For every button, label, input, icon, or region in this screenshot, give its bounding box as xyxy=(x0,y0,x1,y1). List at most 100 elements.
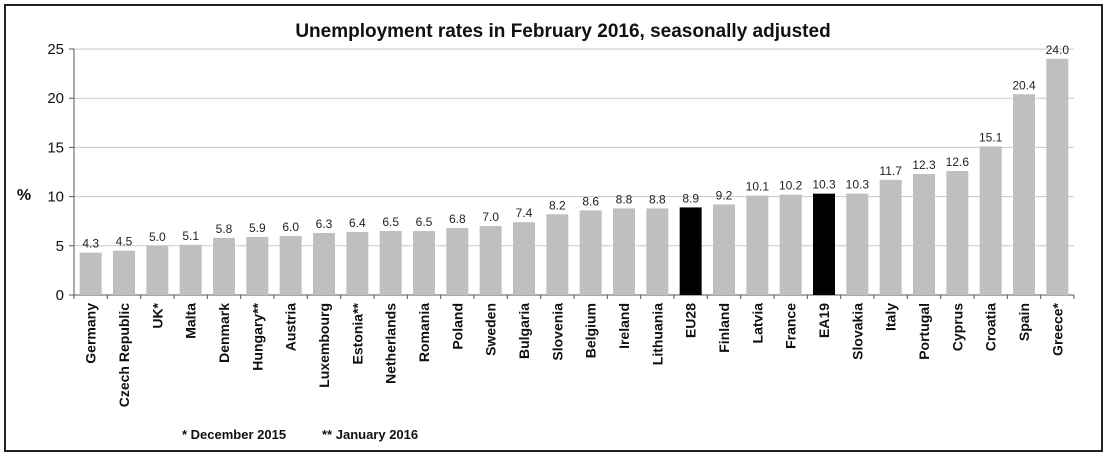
category-label: Denmark xyxy=(216,303,232,363)
bar-spain xyxy=(1013,94,1035,295)
bar-romania xyxy=(413,231,435,295)
category-label: Slovakia xyxy=(849,303,865,360)
category-label: Hungary** xyxy=(249,302,265,370)
value-label: 10.1 xyxy=(746,180,770,194)
value-label: 20.4 xyxy=(1012,78,1036,92)
category-label: Sweden xyxy=(483,303,499,356)
category-label: Spain xyxy=(1016,303,1032,341)
value-label: 11.7 xyxy=(879,164,902,178)
category-label: Ireland xyxy=(616,303,632,349)
bar-austria xyxy=(279,235,302,295)
value-label: 10.2 xyxy=(779,179,803,193)
bar-malta xyxy=(179,244,202,295)
category-label: Belgium xyxy=(583,303,599,358)
category-label: Luxembourg xyxy=(316,303,332,388)
bar-luxembourg xyxy=(313,233,335,295)
value-label: 12.3 xyxy=(912,158,936,172)
bar-slovenia xyxy=(546,214,569,295)
bar-denmark xyxy=(213,237,235,295)
value-label: 5.1 xyxy=(182,229,199,243)
value-label: 5.9 xyxy=(249,221,266,235)
value-label: 7.4 xyxy=(516,206,533,220)
bar-finland xyxy=(713,204,735,295)
bar-estonia xyxy=(346,232,369,295)
value-label: 6.8 xyxy=(449,212,466,226)
footnote-january: ** January 2016 xyxy=(322,427,418,442)
bar-germany xyxy=(79,252,102,295)
bar-croatia xyxy=(979,146,1002,295)
bar-italy xyxy=(879,179,902,295)
value-label: 6.4 xyxy=(349,216,366,230)
category-label: Malta xyxy=(183,303,199,339)
value-label: 4.3 xyxy=(82,237,99,251)
chart-title: Unemployment rates in February 2016, sea… xyxy=(295,21,830,42)
value-label: 7.0 xyxy=(482,210,499,224)
category-label: Slovenia xyxy=(549,303,565,361)
value-label: 12.6 xyxy=(946,155,970,169)
category-label: Cyprus xyxy=(949,303,965,351)
bar-hungary xyxy=(246,236,269,295)
category-label: Latvia xyxy=(749,303,765,344)
chart-frame: Unemployment rates in February 2016, sea… xyxy=(4,4,1103,452)
bar-lithuania xyxy=(646,208,669,295)
y-tick-label: 15 xyxy=(47,139,64,156)
bar-eu28 xyxy=(679,207,702,295)
y-tick-label: 10 xyxy=(47,189,64,206)
bar-portugal xyxy=(913,173,935,295)
bar-ea19 xyxy=(813,193,835,295)
y-tick-label: 5 xyxy=(56,238,64,255)
value-label: 15.1 xyxy=(979,130,1003,144)
bar-ireland xyxy=(613,208,635,295)
category-label: Italy xyxy=(883,303,899,331)
bar-cyprus xyxy=(946,171,969,295)
category-label: EU28 xyxy=(683,303,699,338)
category-label: Greece* xyxy=(1049,302,1065,355)
category-label: Germany xyxy=(83,303,99,364)
value-label: 8.8 xyxy=(616,192,633,206)
value-label: 8.6 xyxy=(582,194,599,208)
value-label: 4.5 xyxy=(116,235,133,249)
category-label: Czech Republic xyxy=(116,303,132,407)
bar-uk xyxy=(146,245,169,295)
category-label: Romania xyxy=(416,303,432,362)
y-axis-label: % xyxy=(17,187,31,204)
bar-belgium xyxy=(579,210,602,295)
bar-slovakia xyxy=(846,193,869,295)
y-tick-label: 20 xyxy=(47,90,64,107)
value-label: 9.2 xyxy=(716,188,733,202)
value-label: 6.5 xyxy=(382,215,399,229)
bar-greece xyxy=(1046,58,1069,296)
category-label: EA19 xyxy=(816,303,832,338)
value-label: 8.8 xyxy=(649,192,666,206)
value-label: 8.2 xyxy=(549,198,566,212)
category-label: Poland xyxy=(449,303,465,350)
category-label: Portugal xyxy=(916,303,932,360)
y-tick-label: 25 xyxy=(47,41,64,58)
value-label: 24.0 xyxy=(1046,43,1070,57)
value-label: 10.3 xyxy=(812,178,836,192)
value-label: 6.3 xyxy=(316,217,333,231)
bar-poland xyxy=(446,228,469,295)
category-label: Austria xyxy=(283,303,299,351)
bar-bulgaria xyxy=(513,222,535,295)
category-label: Bulgaria xyxy=(516,303,532,359)
category-label: Estonia** xyxy=(349,302,365,364)
value-label: 6.5 xyxy=(416,215,433,229)
value-label: 5.0 xyxy=(149,230,166,244)
footnote-december: * December 2015 xyxy=(182,427,286,442)
category-label: Finland xyxy=(716,303,732,353)
value-label: 5.8 xyxy=(216,222,233,236)
bar-netherlands xyxy=(379,231,402,295)
category-label: Croatia xyxy=(983,303,999,351)
bar-chart: Unemployment rates in February 2016, sea… xyxy=(17,21,1075,442)
category-label: France xyxy=(783,303,799,349)
category-label: Lithuania xyxy=(649,303,665,365)
value-label: 6.0 xyxy=(282,220,299,234)
category-label: UK* xyxy=(149,302,165,328)
value-label: 8.9 xyxy=(682,191,699,205)
value-label: 10.3 xyxy=(846,178,870,192)
bar-france xyxy=(779,194,802,295)
bar-czech-republic xyxy=(113,250,135,295)
y-tick-label: 0 xyxy=(56,287,64,304)
bar-latvia xyxy=(746,195,769,295)
